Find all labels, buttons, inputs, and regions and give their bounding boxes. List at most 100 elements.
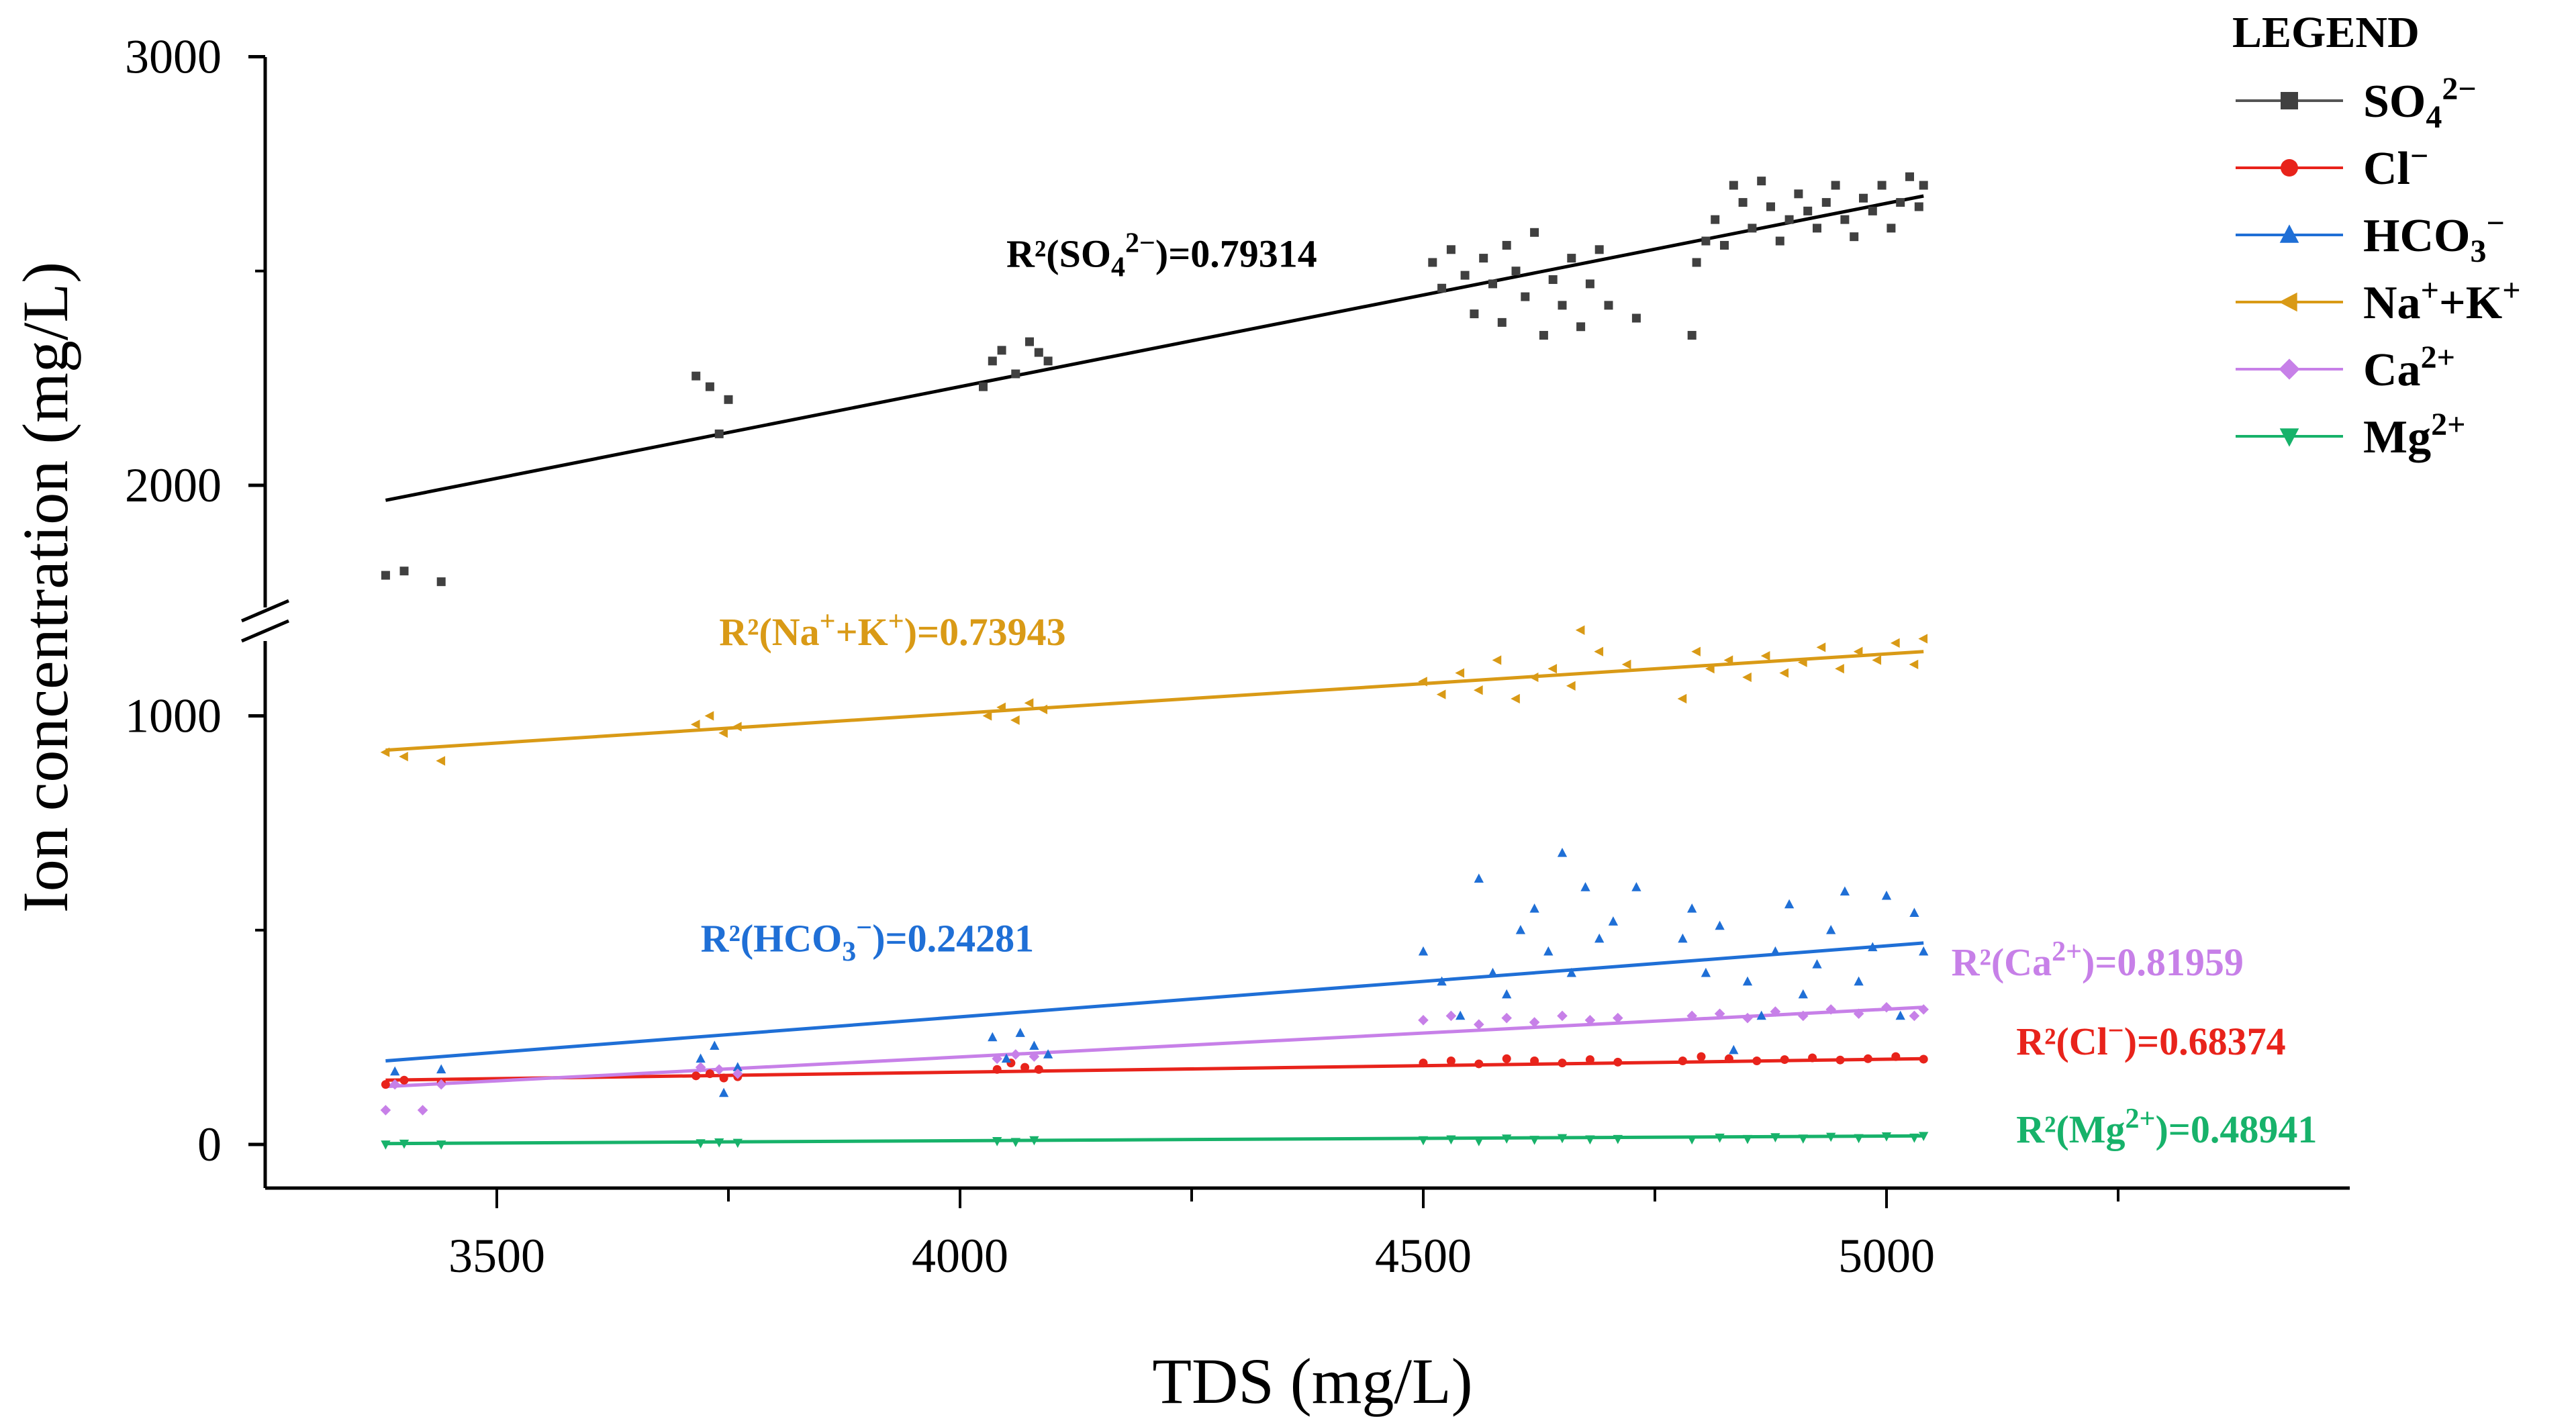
- hco3-point: [1488, 967, 1498, 977]
- ca-point: [1029, 1051, 1040, 1062]
- hco3-point: [1474, 873, 1484, 883]
- legend-item-nak: Na++K+: [2236, 273, 2521, 329]
- mg-point: [1529, 1136, 1539, 1145]
- mg-point: [1770, 1133, 1780, 1142]
- so4-point: [1043, 356, 1053, 366]
- hco3-point: [1608, 916, 1619, 926]
- ca-fit-line: [385, 1005, 1924, 1089]
- ca-point: [1613, 1012, 1623, 1024]
- legend-marker: [2279, 292, 2297, 312]
- so4-point: [1530, 228, 1539, 237]
- legend-label: Na++K+: [2363, 273, 2521, 329]
- legend-label: HCO3−: [2363, 205, 2505, 269]
- legend-label-part: Cl: [2363, 143, 2410, 195]
- mg-point: [732, 1138, 743, 1148]
- hco3-point: [1729, 1044, 1739, 1054]
- hco3-point: [1437, 976, 1447, 986]
- so4-point: [1502, 240, 1511, 250]
- ca-point: [1010, 1049, 1021, 1060]
- legend-label-part: −: [2410, 138, 2428, 174]
- so4-point: [1521, 292, 1530, 301]
- so4-point: [1011, 369, 1020, 379]
- so4-point: [1919, 181, 1928, 190]
- legend-marker: [2281, 92, 2298, 109]
- nak-r2-label: R²(Na++K+)=0.73943: [719, 606, 1065, 654]
- hco3-point: [1687, 903, 1697, 913]
- so4-point: [714, 429, 724, 438]
- ca-point: [732, 1068, 743, 1079]
- regression-lines: [385, 194, 1924, 1146]
- r2-text-part: )=0.81959: [2082, 940, 2244, 984]
- ca-r2-label: R²(Ca2+)=0.81959: [1952, 936, 2244, 984]
- so4-point: [1738, 198, 1748, 207]
- cl-point: [1034, 1065, 1043, 1074]
- axis-break-mark: [241, 619, 289, 643]
- so4-point: [1594, 245, 1604, 254]
- nak-point: [732, 722, 742, 732]
- so4-point: [691, 371, 701, 381]
- nak-point: [380, 747, 390, 757]
- so4-point: [1446, 245, 1456, 254]
- hco3-point: [1784, 899, 1795, 909]
- cl-point: [1530, 1056, 1539, 1065]
- hco3-point: [1770, 946, 1780, 956]
- ca-point: [714, 1064, 724, 1075]
- cl-point: [399, 1075, 409, 1085]
- hco3-point: [1756, 1010, 1766, 1020]
- mg-point: [1613, 1134, 1623, 1144]
- so4-point: [724, 395, 733, 404]
- ca-point: [1714, 1008, 1725, 1020]
- so4-point: [705, 382, 714, 391]
- so4-point: [1729, 181, 1738, 190]
- so4-point: [1850, 232, 1859, 242]
- so4-fit-line: [385, 194, 1924, 502]
- so4-point: [1479, 254, 1488, 263]
- y-tick-label: 3000: [125, 30, 222, 84]
- legend-item-cl: Cl−: [2236, 138, 2428, 195]
- legend-label-part: 4: [2426, 99, 2442, 135]
- hco3-point: [1798, 989, 1808, 999]
- cl-point: [1780, 1055, 1789, 1065]
- so4-point: [1784, 215, 1794, 224]
- hco3-point: [1715, 920, 1725, 930]
- hco3-point: [436, 1064, 446, 1074]
- cl-point: [1919, 1054, 1928, 1064]
- nak-point: [1891, 638, 1900, 648]
- legend-label-part: Na: [2363, 277, 2421, 329]
- so4-point: [381, 571, 390, 580]
- mg-point: [1010, 1138, 1020, 1147]
- legend-label-part: Mg: [2363, 411, 2431, 463]
- mg-point: [1919, 1132, 1929, 1142]
- so4-point: [1887, 224, 1896, 233]
- so4-point: [1567, 254, 1576, 263]
- mg-point: [399, 1139, 410, 1149]
- so4-point: [1859, 193, 1868, 203]
- cl-point: [992, 1065, 1002, 1074]
- legend-marker: [2279, 224, 2299, 243]
- so4-point: [1821, 198, 1831, 207]
- legend-item-hco3: HCO3−: [2236, 205, 2505, 269]
- cl-r2-label: R²(Cl−)=0.68374: [2016, 1016, 2285, 1063]
- hco3-point: [732, 1062, 743, 1071]
- nak-point: [1779, 668, 1789, 678]
- ca-point: [1418, 1015, 1429, 1026]
- hco3-point: [1043, 1049, 1053, 1059]
- mg-point: [992, 1137, 1002, 1146]
- hco3-point: [1840, 886, 1850, 896]
- nak-point: [1760, 650, 1770, 661]
- mg-point: [1687, 1135, 1697, 1145]
- legend-label-part: 2+: [2421, 340, 2455, 375]
- so4-point: [1794, 189, 1803, 199]
- legend-label-part: +: [2502, 273, 2520, 308]
- axes: 0 1000 2000 3000 3500 4000 4500 5000: [125, 30, 2350, 1283]
- mg-point: [1854, 1134, 1864, 1144]
- y-tick-label: 1000: [125, 689, 222, 743]
- mg-point: [1909, 1133, 1919, 1143]
- mg-point: [714, 1138, 724, 1148]
- so4-point: [1576, 322, 1586, 332]
- r2-text-part: 2+: [2052, 936, 2082, 967]
- cl-point: [1724, 1054, 1733, 1063]
- mg-point: [381, 1140, 391, 1150]
- so4-point: [1585, 279, 1594, 289]
- cl-point: [1585, 1055, 1594, 1065]
